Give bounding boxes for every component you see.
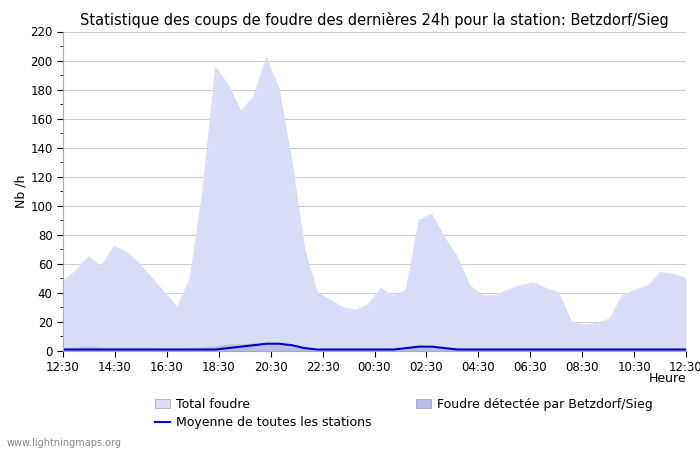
Text: www.lightningmaps.org: www.lightningmaps.org <box>7 438 122 448</box>
Legend: Total foudre, Moyenne de toutes les stations, Foudre détectée par Betzdorf/Sieg: Total foudre, Moyenne de toutes les stat… <box>150 393 658 434</box>
Y-axis label: Nb /h: Nb /h <box>15 175 27 208</box>
Title: Statistique des coups de foudre des dernières 24h pour la station: Betzdorf/Sieg: Statistique des coups de foudre des dern… <box>80 12 669 27</box>
Text: Heure: Heure <box>648 372 686 385</box>
